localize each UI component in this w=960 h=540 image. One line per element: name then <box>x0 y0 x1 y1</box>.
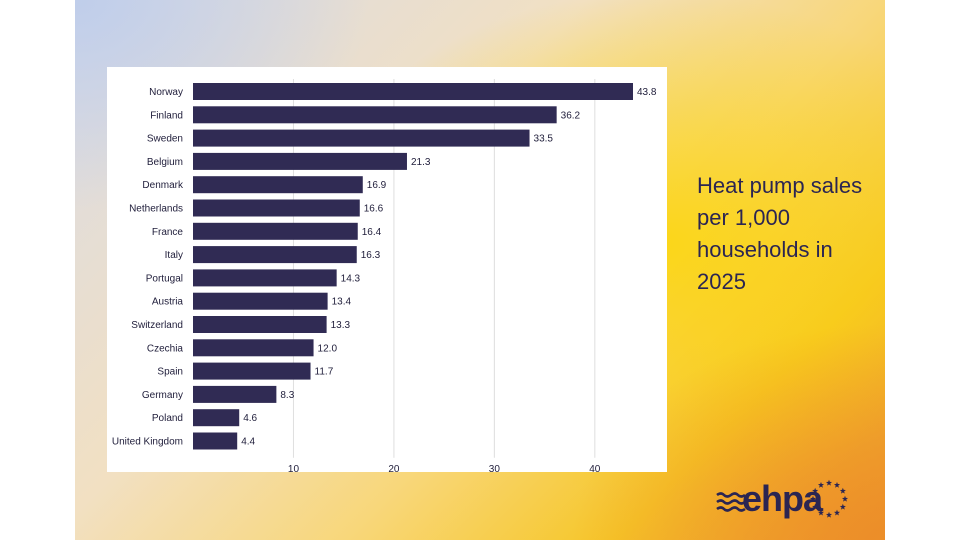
value-label: 16.9 <box>367 180 387 191</box>
bar-poland <box>193 409 240 427</box>
bar-portugal <box>193 269 337 287</box>
star-icon <box>833 481 841 488</box>
value-label: 21.3 <box>411 157 431 168</box>
category-label: Czechia <box>147 343 184 354</box>
value-label: 8.3 <box>280 390 294 401</box>
value-label: 11.7 <box>315 367 334 378</box>
eu-stars-icon <box>809 479 849 518</box>
logo-text: ehpa <box>742 478 823 519</box>
value-label: 13.3 <box>331 320 351 331</box>
waves-icon <box>716 492 746 512</box>
bar-norway <box>193 83 633 100</box>
bar-united-kingdom <box>193 432 238 450</box>
chart-panel: Norway 43.8 Finland 36.2 Sweden 33.5 Belgium 21… <box>107 67 667 472</box>
category-label: Netherlands <box>129 204 183 215</box>
star-icon <box>839 487 846 494</box>
value-label: 16.4 <box>362 227 382 238</box>
chart-title: Heat pump sales per 1,000 households in … <box>697 173 863 294</box>
category-label: Belgium <box>147 157 183 168</box>
bar-germany <box>193 385 277 403</box>
bar-finland <box>193 106 557 124</box>
value-label: 4.4 <box>241 437 255 448</box>
category-label: Germany <box>142 390 183 401</box>
bar-italy <box>193 246 357 264</box>
x-tick-label: 30 <box>489 464 501 472</box>
category-label: Italy <box>165 250 183 261</box>
bar-netherlands <box>193 199 360 217</box>
star-icon <box>809 495 817 502</box>
category-label: Portugal <box>146 273 183 284</box>
category-label: Poland <box>152 413 183 424</box>
category-label: Norway <box>149 87 183 98</box>
x-tick-label: 20 <box>388 464 400 472</box>
value-label: 13.4 <box>332 297 352 308</box>
bar-spain <box>193 362 311 380</box>
bar-sweden <box>193 129 530 147</box>
bar-switzerland <box>193 316 327 333</box>
x-tick-label: 40 <box>589 464 601 472</box>
star-icon <box>817 509 825 516</box>
category-label: Finland <box>150 110 183 121</box>
value-label: 16.3 <box>361 250 381 261</box>
category-label: Denmark <box>142 180 184 191</box>
value-label: 43.8 <box>637 87 657 98</box>
bar-france <box>193 222 358 240</box>
category-label: France <box>152 227 184 238</box>
category-label: Switzerland <box>131 320 183 331</box>
star-icon <box>825 511 833 518</box>
value-label: 14.3 <box>341 273 361 284</box>
value-label: 12.0 <box>318 343 338 354</box>
bar-chart: Norway 43.8 Finland 36.2 Sweden 33.5 Belgium 21… <box>112 79 657 472</box>
category-label: Sweden <box>147 134 183 145</box>
value-label: 36.2 <box>561 110 581 121</box>
value-label: 33.5 <box>534 134 554 145</box>
category-label: United Kingdom <box>112 437 183 448</box>
x-tick-label: 10 <box>288 464 300 472</box>
bar-czechia <box>193 339 314 357</box>
bar-austria <box>193 292 328 310</box>
star-icon <box>825 479 833 486</box>
category-label: Spain <box>157 367 183 378</box>
bar-belgium <box>193 152 407 170</box>
star-icon <box>812 503 819 510</box>
bar-denmark <box>193 176 363 194</box>
star-icon <box>812 487 819 494</box>
star-icon <box>833 509 841 516</box>
category-label: Austria <box>152 297 184 308</box>
star-icon <box>839 503 846 510</box>
star-icon <box>817 481 825 488</box>
ehpa-logo: ehpa <box>716 476 858 522</box>
star-icon <box>841 495 849 502</box>
value-label: 16.6 <box>364 204 384 215</box>
value-label: 4.6 <box>243 413 257 424</box>
